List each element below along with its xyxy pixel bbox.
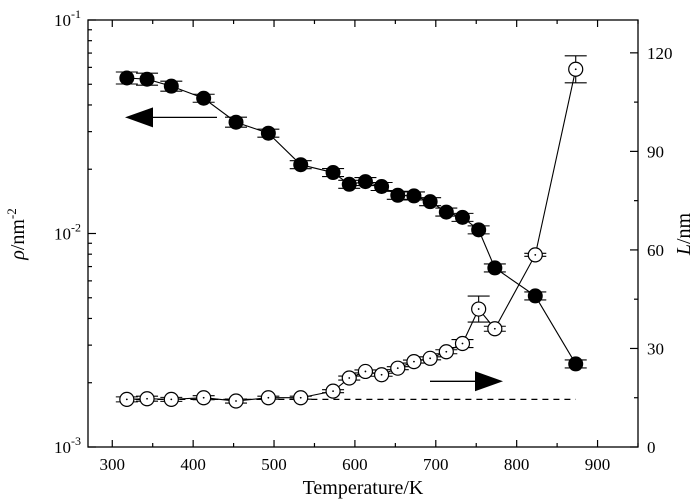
arrow-head-left [125, 107, 153, 128]
data-point-center-dot [380, 373, 383, 376]
data-point-center-dot [299, 396, 302, 399]
data-point-center-dot [413, 360, 415, 363]
tick-labels: 300 400 500 600 700 800 90010-310-210-10306090… [54, 7, 673, 474]
x-tick-label: 800 [504, 455, 530, 474]
data-point-filled [325, 165, 341, 181]
y-left-tick-label: 10-1 [54, 7, 81, 30]
data-point-center-dot [125, 398, 128, 401]
data-point-center-dot [364, 370, 367, 373]
data-point-center-dot [202, 396, 205, 399]
x-tick-label: 400 [180, 455, 206, 474]
data-point-filled [374, 179, 390, 195]
data-point-center-dot [170, 398, 173, 401]
data-point-filled [139, 71, 155, 87]
y-right-axis-title: L/nm [673, 212, 695, 256]
series-lines [126, 69, 577, 402]
data-point-center-dot [461, 342, 464, 345]
x-tick-label: 900 [585, 455, 611, 474]
data-point-filled [119, 70, 135, 86]
series-1-line [126, 77, 577, 365]
y-left-unit-sup: -2 [4, 208, 19, 219]
tick-exponent: -1 [71, 7, 81, 21]
arrow-annotations [125, 107, 503, 392]
data-point-center-dot [493, 327, 496, 330]
tick-base: 10 [54, 11, 71, 30]
error-bars [115, 55, 587, 404]
data-point-filled [487, 260, 503, 276]
data-point-filled [260, 125, 276, 141]
data-point-center-dot [348, 377, 351, 379]
tick-base: 10 [54, 438, 71, 457]
y-right-tick-label: 120 [647, 44, 673, 63]
x-tick-label: 300 [100, 455, 126, 474]
data-point-center-dot [267, 396, 270, 399]
data-point-center-dot [574, 68, 577, 71]
data-point-center-dot [235, 400, 237, 402]
data-point-center-dot [146, 397, 148, 400]
tick-exponent: -3 [71, 434, 81, 448]
y-left-axis-title: ρ/nm-2 [4, 208, 29, 261]
data-point-filled [196, 90, 212, 106]
data-point-filled [341, 176, 357, 192]
data-point-filled [454, 209, 470, 225]
data-point-filled [293, 157, 309, 173]
data-point-center-dot [534, 253, 537, 256]
y-right-tick-label: 0 [647, 438, 656, 457]
axis-ticks [88, 19, 639, 448]
data-point-filled [471, 222, 487, 238]
y-left-tick-label: 10-2 [54, 221, 81, 244]
y-right-unit: /nm [673, 212, 695, 244]
arrow-head-right [475, 371, 503, 392]
data-point-center-dot [396, 367, 399, 370]
y-right-tick-label: 60 [647, 241, 664, 260]
data-point-center-dot [429, 357, 432, 360]
y-right-tick-label: 30 [647, 339, 664, 358]
data-point-center-dot [332, 390, 334, 393]
y-left-unit: /nm [7, 219, 29, 251]
y-left-tick-label: 10-3 [54, 434, 81, 457]
data-point-filled [390, 187, 406, 203]
x-tick-label: 700 [423, 455, 449, 474]
data-point-filled [228, 114, 244, 130]
data-point-filled [406, 188, 422, 204]
data-points [119, 61, 584, 409]
tick-exponent: -2 [71, 221, 81, 235]
tick-base: 10 [54, 225, 71, 244]
y-right-symbol: L [673, 244, 695, 256]
x-tick-label: 500 [261, 455, 287, 474]
x-tick-label: 600 [342, 455, 368, 474]
data-point-center-dot [477, 308, 480, 310]
data-point-filled [163, 78, 179, 94]
data-point-filled [357, 174, 373, 190]
data-point-center-dot [445, 350, 448, 353]
series-2-line [126, 69, 577, 402]
data-point-filled [527, 288, 543, 304]
x-axis-title: Temperature/K [303, 477, 424, 499]
y-left-symbol: ρ [7, 250, 29, 261]
data-point-filled [568, 356, 584, 372]
data-point-filled [422, 194, 438, 210]
y-right-tick-label: 90 [647, 142, 664, 161]
data-point-filled [438, 204, 454, 220]
